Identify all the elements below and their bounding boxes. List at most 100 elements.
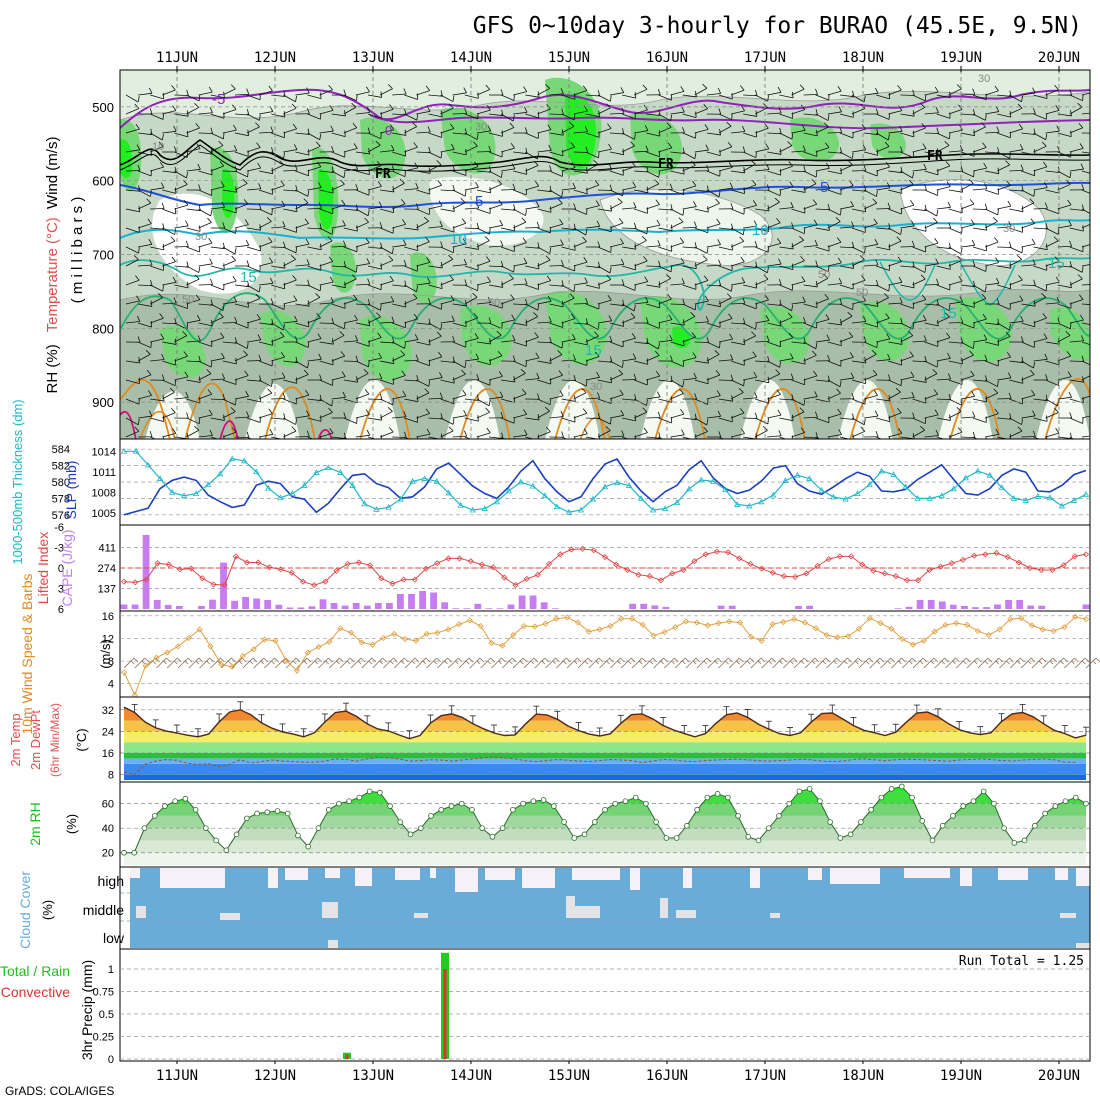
surface-wind-barb <box>901 657 917 669</box>
surface-wind-barb <box>166 657 182 669</box>
wind-barb <box>489 89 504 96</box>
wind-barb <box>513 409 528 419</box>
wind-barb <box>597 274 612 286</box>
wind-barb <box>404 182 419 191</box>
cape-bar <box>419 591 426 609</box>
wind-barb <box>259 126 274 134</box>
wind-barb <box>985 428 1000 438</box>
wind-barb <box>972 293 987 305</box>
wind-barb <box>742 131 757 138</box>
cape-bar <box>319 599 327 609</box>
wind-barb <box>839 331 854 343</box>
lifted-marker <box>993 549 1000 557</box>
wind-speed-marker <box>142 662 149 669</box>
wind-barb <box>198 429 213 438</box>
wind-speed-marker <box>272 637 279 644</box>
lifted-marker <box>836 553 843 560</box>
date-label-bottom: 15JUN <box>548 1068 590 1084</box>
wind-barb <box>416 105 431 115</box>
wind-barb <box>646 88 661 96</box>
wind-barb <box>900 130 915 138</box>
cape-tick-label: 411 <box>98 543 116 555</box>
wind-barb <box>501 224 516 232</box>
surface-wind-barb <box>339 657 355 669</box>
wind-barb <box>839 180 854 191</box>
wind-barb <box>355 189 370 196</box>
slp-marker <box>517 478 525 485</box>
wind-barb <box>283 426 297 438</box>
wind-barb <box>863 198 878 210</box>
wind-barb <box>1069 163 1085 172</box>
wind-barb <box>682 332 696 343</box>
rh-marker <box>1052 803 1059 809</box>
wind-barb <box>537 378 552 385</box>
cape-bar <box>640 603 648 609</box>
surface-wind-barb <box>566 657 582 669</box>
lifted-marker <box>288 569 295 576</box>
rh-marker <box>970 798 977 804</box>
wind-barb <box>162 146 177 153</box>
rh-marker <box>1062 798 1069 804</box>
wind-barb <box>1009 426 1023 438</box>
wind-barb <box>718 354 734 362</box>
wind-barb <box>718 93 733 100</box>
wind-barb <box>428 241 443 248</box>
wind-barb <box>900 281 915 289</box>
rh-marker <box>1032 822 1038 829</box>
dewpt-line <box>123 756 1076 776</box>
wind-barb <box>283 295 298 305</box>
lifted-marker <box>870 567 877 574</box>
wind-barb <box>488 199 503 210</box>
wind-barb <box>1033 353 1048 362</box>
wind-barb <box>404 354 419 362</box>
wind-speed-marker <box>347 629 355 636</box>
slp-marker <box>637 495 645 501</box>
wind-barb <box>210 312 224 324</box>
lifted-marker <box>792 573 799 580</box>
wind-barb <box>125 144 141 153</box>
wind-barb <box>331 170 346 179</box>
cape-bar <box>806 605 813 609</box>
lifted-marker <box>1015 559 1022 566</box>
wind-barb <box>416 388 430 400</box>
slp-marker <box>673 499 681 505</box>
slp-marker <box>998 484 1006 490</box>
wind-barb <box>839 283 854 290</box>
wind-barb <box>162 407 176 419</box>
wind-barb <box>984 408 999 419</box>
wind-barb <box>1009 377 1024 384</box>
lifted-marker <box>132 579 139 586</box>
wind-speed-marker <box>574 619 582 626</box>
rh-marker <box>315 825 322 831</box>
wind-barb <box>972 113 987 121</box>
slp-marker <box>337 469 344 475</box>
wind-speed-marker <box>401 635 409 643</box>
wind-barb <box>924 208 939 217</box>
lifted-marker <box>188 565 195 572</box>
wind-barb <box>791 124 806 134</box>
freezing-level <box>120 139 1090 168</box>
middle-cloud-gap <box>322 902 338 918</box>
wind-barb <box>706 218 721 229</box>
wind-barb <box>960 341 975 349</box>
wind-speed-marker <box>747 633 754 640</box>
wind-barb <box>755 274 769 286</box>
run-total-label: Run Total = 1.25 <box>959 954 1084 969</box>
wind-barb <box>488 350 503 362</box>
wind-barb <box>416 85 431 96</box>
wind-barb <box>924 319 939 327</box>
contour-label: FR <box>375 167 391 182</box>
wind-barb <box>851 417 866 426</box>
wind-barb <box>1045 105 1060 115</box>
wind-barb <box>513 217 527 229</box>
wind-barb <box>936 161 951 172</box>
wind-barb <box>1069 122 1084 134</box>
wind-barb <box>609 107 625 115</box>
wind-barb <box>730 146 746 153</box>
slp-marker <box>144 461 152 468</box>
wind-speed-marker <box>434 629 441 636</box>
wind-barb <box>488 411 504 419</box>
wind-barb <box>815 293 829 305</box>
